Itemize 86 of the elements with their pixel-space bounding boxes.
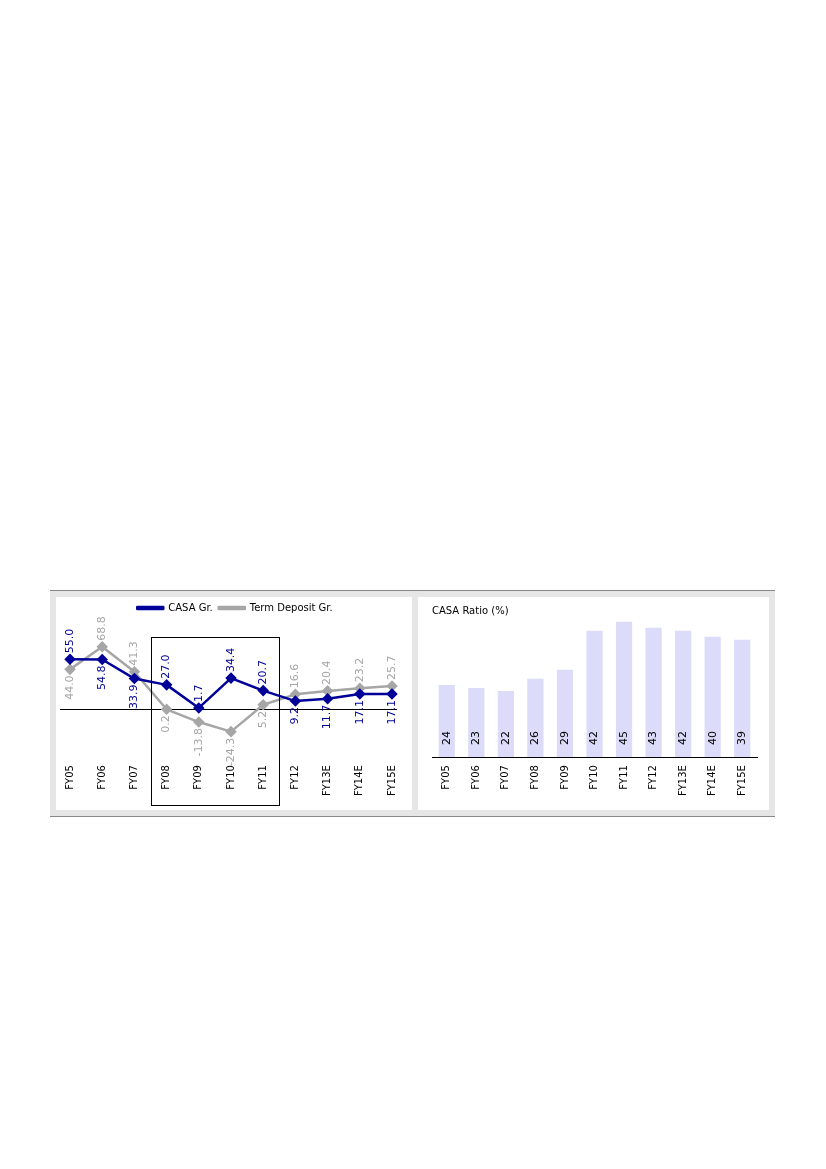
- x-tick-label: FY14E: [706, 765, 718, 796]
- chart-title: CASA Ratio (%): [432, 604, 509, 616]
- data-label: -24.3: [223, 737, 237, 767]
- data-label: 20.7: [256, 660, 270, 685]
- x-tick-label: FY06: [95, 765, 107, 790]
- bar: [497, 690, 514, 758]
- x-tick-label: FY14E: [353, 765, 365, 796]
- data-label: 44.0: [62, 675, 76, 700]
- data-label: 20.4: [320, 660, 334, 685]
- x-tick-label: FY10: [224, 765, 236, 790]
- point: [257, 699, 269, 710]
- data-label: 40: [705, 731, 719, 746]
- x-tick-label: FY10: [588, 765, 600, 790]
- bar: [586, 630, 603, 758]
- point: [129, 673, 140, 684]
- data-label: 17.1: [352, 699, 366, 725]
- data-label: 22: [498, 731, 512, 746]
- data-label: -13.8: [191, 728, 205, 757]
- data-label: 1.7: [191, 684, 205, 702]
- bar: [527, 678, 544, 758]
- data-label: 11.7: [320, 704, 334, 730]
- bar: [645, 627, 662, 758]
- x-tick-label: FY05: [440, 765, 452, 790]
- data-label: 26: [528, 731, 542, 746]
- bar: [675, 630, 692, 758]
- data-label: 5.2: [256, 710, 270, 729]
- point: [354, 688, 366, 700]
- point: [64, 654, 76, 665]
- point: [257, 685, 269, 696]
- legend-label: CASA Gr.: [168, 601, 213, 613]
- x-tick-label: FY09: [192, 765, 204, 790]
- legend-label: Term Deposit Gr.: [248, 601, 333, 613]
- x-tick-label: FY08: [160, 765, 172, 790]
- bar: [704, 636, 721, 758]
- point: [225, 726, 237, 737]
- point: [161, 704, 172, 715]
- point: [96, 641, 108, 653]
- x-tick-label: FY05: [63, 765, 75, 790]
- point: [290, 695, 301, 707]
- point: [225, 672, 237, 684]
- data-label: 27.0: [159, 654, 173, 679]
- data-label: 45: [616, 731, 630, 746]
- x-tick-label: FY13E: [676, 765, 688, 796]
- x-tick-label: FY11: [617, 765, 629, 790]
- x-tick-label: FY13E: [321, 765, 333, 796]
- x-tick-label: FY08: [529, 765, 540, 790]
- x-tick-label: FY09: [558, 765, 570, 790]
- data-label: 23.2: [352, 657, 366, 683]
- point: [96, 654, 108, 665]
- x-tick-label: FY12: [647, 765, 659, 790]
- x-tick-label: FY07: [499, 765, 511, 790]
- data-label: 0.2: [159, 715, 173, 733]
- data-label: 42: [587, 731, 601, 746]
- data-label: 54.8: [95, 665, 109, 691]
- point: [161, 679, 172, 691]
- x-tick-label: FY15E: [735, 765, 747, 796]
- data-label: 68.8: [95, 616, 109, 641]
- point: [193, 702, 205, 714]
- bar: [438, 684, 455, 758]
- bar: [615, 621, 633, 758]
- bar: [734, 639, 751, 758]
- data-label: 39: [735, 731, 749, 746]
- point: [386, 688, 398, 700]
- data-label: 9.2: [288, 707, 302, 725]
- x-tick-label: FY11: [256, 765, 268, 790]
- data-label: 55.0: [62, 628, 76, 654]
- data-label: 29: [557, 731, 571, 746]
- point: [322, 693, 333, 705]
- bar: [468, 687, 485, 758]
- data-label: 33.9: [127, 684, 141, 710]
- data-label: 17.1: [384, 699, 398, 725]
- x-tick-label: FY12: [288, 765, 300, 790]
- bar: [556, 669, 574, 758]
- data-label: 41.3: [127, 641, 141, 666]
- data-label: 43: [646, 731, 660, 746]
- point: [193, 716, 205, 728]
- data-label: 34.4: [223, 647, 237, 673]
- data-label: 25.7: [384, 655, 398, 681]
- data-label: 23: [469, 731, 483, 746]
- x-tick-label: FY07: [127, 765, 139, 790]
- point: [64, 664, 76, 675]
- x-tick-label: FY15E: [385, 765, 397, 796]
- data-label: 42: [676, 731, 689, 746]
- data-label: 16.6: [288, 663, 302, 689]
- x-tick-label: FY06: [469, 765, 481, 790]
- data-label: 24: [439, 731, 453, 746]
